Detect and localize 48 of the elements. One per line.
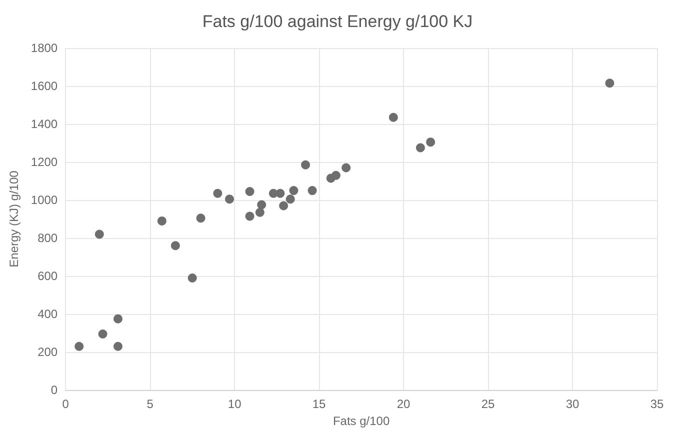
y-tick-label: 1000 [30,193,58,208]
y-tick-label: 0 [50,383,58,398]
y-tick-label: 800 [38,231,58,246]
point [170,241,180,250]
point [416,143,425,152]
point [289,186,298,196]
point [331,170,340,180]
point [279,201,288,210]
x-tick-label: 20 [396,397,411,412]
point [213,188,222,198]
point [308,186,317,196]
point [388,112,398,122]
x-tick-label: 30 [566,397,580,412]
point [98,330,108,339]
point [113,342,122,351]
x-axis-title: Fats g/100 [332,414,390,428]
point [342,163,351,172]
point [286,194,295,204]
y-tick-label: 600 [38,269,58,284]
point [188,273,197,282]
y-tick-label: 1800 [30,41,58,55]
y-tick-label: 200 [38,345,58,360]
y-tick-label: 400 [38,307,58,322]
y-axis-title: Energy (KJ) g/100 [7,170,21,268]
point [426,138,436,147]
point [276,188,285,198]
point [255,208,264,217]
point [196,214,206,223]
x-tick-label: 25 [481,397,496,412]
point [605,78,614,88]
point [94,230,104,239]
point [245,212,254,221]
point [113,314,122,324]
point [225,194,234,204]
x-tick-label: 15 [312,397,326,412]
x-tick-label: 10 [228,397,242,412]
x-tick-label: 0 [62,397,70,412]
point [301,160,310,170]
point [245,186,254,196]
x-tick-label: 35 [650,397,664,412]
y-tick-label: 1400 [30,117,58,132]
y-tick-label: 1600 [30,79,58,94]
y-tick-label: 1200 [30,155,58,170]
point [74,342,84,351]
chart-title: Fats g/100 against Energy g/100 KJ [202,12,473,31]
x-tick-label: 5 [146,397,154,412]
point [157,216,166,226]
point [257,200,266,210]
